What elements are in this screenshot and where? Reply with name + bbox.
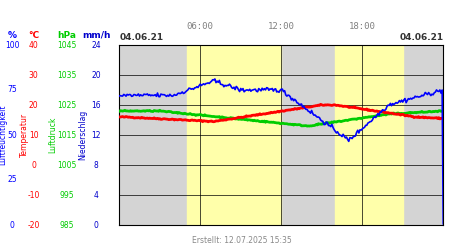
Text: Temperatur: Temperatur — [20, 113, 29, 157]
Text: 995: 995 — [59, 190, 74, 200]
Text: 24: 24 — [91, 40, 101, 50]
Text: 1015: 1015 — [57, 130, 76, 140]
Text: 1035: 1035 — [57, 70, 76, 80]
Text: 985: 985 — [59, 220, 74, 230]
Text: 0: 0 — [94, 220, 99, 230]
Text: 8: 8 — [94, 160, 99, 170]
Text: mm/h: mm/h — [82, 30, 111, 40]
Bar — [187, 45, 281, 225]
Text: 75: 75 — [7, 86, 17, 94]
Text: 1025: 1025 — [57, 100, 76, 110]
Text: Niederschlag: Niederschlag — [79, 110, 88, 160]
Text: 20: 20 — [91, 70, 101, 80]
Text: 1045: 1045 — [57, 40, 76, 50]
Text: 12: 12 — [91, 130, 101, 140]
Text: %: % — [8, 30, 17, 40]
Text: 10: 10 — [29, 130, 39, 140]
Text: 30: 30 — [29, 70, 39, 80]
Text: Erstellt: 12.07.2025 15:35: Erstellt: 12.07.2025 15:35 — [193, 236, 292, 245]
Text: 04.06.21: 04.06.21 — [399, 34, 443, 42]
Text: -20: -20 — [27, 220, 40, 230]
Text: 06:00: 06:00 — [187, 22, 214, 31]
Text: -10: -10 — [27, 190, 40, 200]
Text: 20: 20 — [29, 100, 39, 110]
Text: Luftfeuchtigkeit: Luftfeuchtigkeit — [0, 105, 8, 165]
Text: °C: °C — [28, 30, 39, 40]
Text: 12:00: 12:00 — [268, 22, 295, 31]
Text: 16: 16 — [91, 100, 101, 110]
Text: hPa: hPa — [57, 30, 76, 40]
Text: 0: 0 — [32, 160, 36, 170]
Text: 25: 25 — [7, 176, 17, 184]
Text: 0: 0 — [10, 220, 14, 230]
Text: 04.06.21: 04.06.21 — [119, 34, 163, 42]
Bar — [335, 45, 403, 225]
Text: 100: 100 — [5, 40, 19, 50]
Text: 50: 50 — [7, 130, 17, 140]
Text: 18:00: 18:00 — [349, 22, 376, 31]
Text: 1005: 1005 — [57, 160, 76, 170]
Text: Luftdruck: Luftdruck — [49, 117, 58, 153]
Text: 40: 40 — [29, 40, 39, 50]
Text: 4: 4 — [94, 190, 99, 200]
